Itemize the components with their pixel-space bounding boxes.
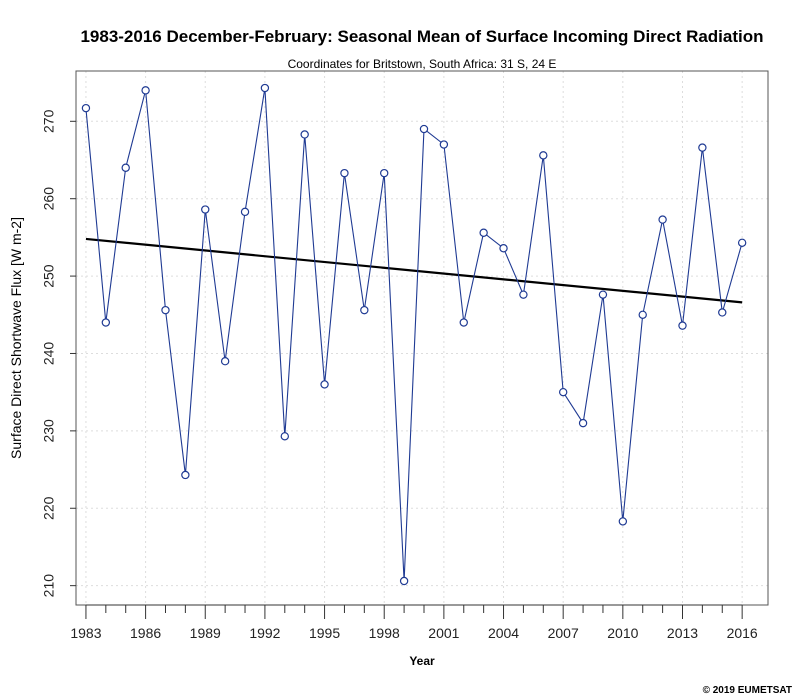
data-point — [161, 305, 170, 315]
data-point — [380, 168, 389, 178]
y-tick-label: 210 — [41, 574, 57, 598]
data-point — [419, 124, 429, 134]
trend-layer — [85, 237, 743, 304]
data-point — [101, 318, 111, 327]
chart-subtitle: Coordinates for Britstown, South Africa:… — [288, 57, 557, 71]
data-point — [737, 238, 747, 248]
data-point — [618, 517, 628, 526]
data-point — [81, 103, 91, 113]
x-tick-label: 2016 — [727, 625, 758, 641]
data-point — [320, 380, 329, 389]
data-point — [718, 308, 727, 317]
data-point — [459, 318, 468, 327]
data-point — [558, 387, 568, 397]
data-point — [698, 143, 707, 152]
data-point — [399, 576, 409, 586]
data-point — [519, 290, 528, 299]
x-tick-label: 2001 — [428, 625, 459, 641]
data-point — [280, 432, 289, 441]
data-point — [181, 470, 190, 480]
series-line — [85, 87, 743, 582]
y-tick-label: 270 — [41, 109, 57, 133]
y-tick-label: 240 — [41, 342, 57, 366]
data-point — [300, 130, 309, 139]
data-point — [141, 86, 150, 95]
x-tick-label: 1992 — [249, 625, 280, 641]
series-layer — [81, 83, 747, 586]
data-point — [499, 244, 508, 253]
data-point — [638, 310, 647, 319]
data-point — [240, 207, 250, 217]
x-tick-label: 1998 — [369, 625, 400, 641]
data-point — [340, 168, 349, 178]
x-axis: 1983 1986 1989 1992 1995 1998 2001 2004 2007 2010… — [70, 604, 758, 641]
data-point — [360, 305, 369, 315]
x-tick-label: 2004 — [488, 625, 519, 641]
x-tick-label: 2013 — [667, 625, 698, 641]
x-tick-label: 2010 — [607, 625, 638, 641]
y-axis: 210 220 230 240 250 260 270 — [41, 109, 76, 597]
y-axis-label: Surface Direct Shortwave Flux [W m-2] — [8, 217, 24, 459]
data-point — [578, 418, 588, 428]
y-tick-label: 220 — [41, 496, 57, 520]
x-axis-label: Year — [409, 654, 435, 668]
x-tick-label: 2007 — [548, 625, 579, 641]
x-tick-label: 1986 — [130, 625, 161, 641]
chart-title: 1983-2016 December-February: Seasonal Me… — [80, 27, 763, 46]
y-tick-label: 260 — [41, 187, 57, 211]
data-point — [479, 228, 488, 237]
x-tick-label: 1989 — [190, 625, 221, 641]
data-point — [658, 215, 667, 224]
trend-line — [85, 237, 743, 304]
y-tick-label: 230 — [41, 419, 57, 443]
data-point — [121, 163, 130, 172]
data-point — [260, 83, 270, 93]
x-tick-label: 1983 — [70, 625, 101, 641]
data-point — [201, 205, 210, 214]
data-point — [539, 151, 548, 160]
data-point — [220, 357, 230, 366]
y-tick-label: 250 — [41, 264, 57, 288]
data-point — [598, 290, 608, 299]
x-tick-label: 1995 — [309, 625, 340, 641]
copyright-credit: © 2019 EUMETSAT — [703, 685, 792, 696]
data-point — [439, 140, 449, 149]
data-point — [678, 321, 687, 330]
grid — [76, 71, 768, 605]
plot-frame — [75, 70, 769, 606]
